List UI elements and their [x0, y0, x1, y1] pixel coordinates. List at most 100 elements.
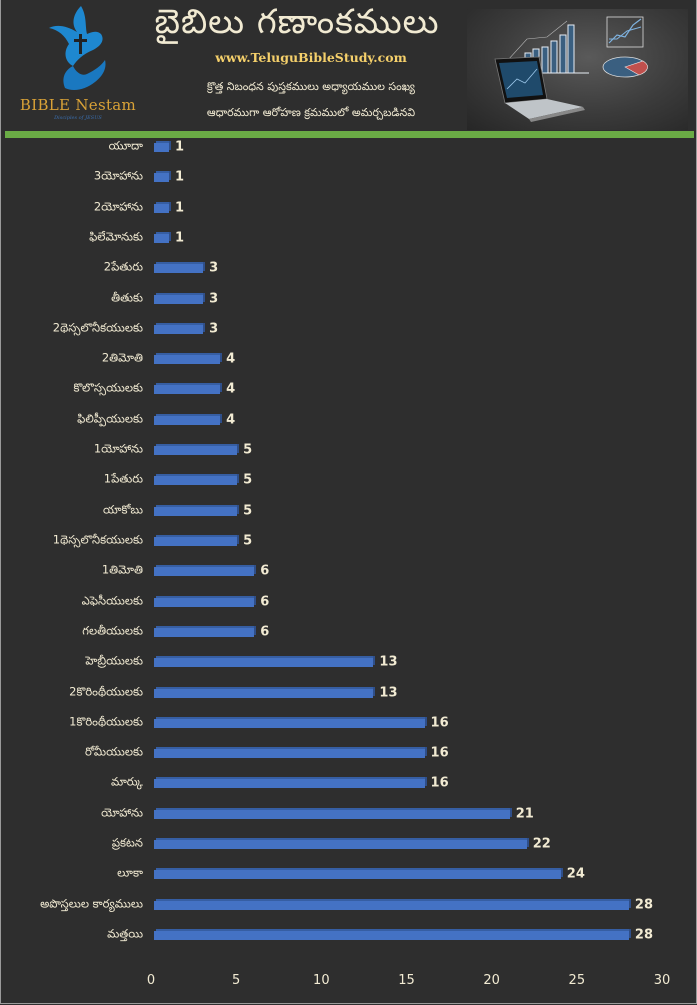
bar: [154, 141, 172, 152]
category-label: రోమీయులకు: [84, 744, 143, 759]
category-label: 2థెస్సలొనీకయులకు: [52, 320, 143, 335]
data-label: 21: [515, 806, 534, 822]
category-label: 1పేతురు: [103, 471, 143, 486]
laptop-charts-image: [467, 9, 688, 130]
bar: [154, 898, 631, 910]
category-label: 1కొరింథీయులకు: [69, 714, 143, 729]
bar: [154, 292, 206, 304]
bar: [154, 474, 240, 486]
category-label: మత్తయి: [107, 926, 143, 941]
data-label: 4: [226, 381, 236, 397]
bible-nestam-logo: BIBLE Nestam Disciples of JESUS: [11, 4, 141, 122]
bar: [154, 322, 206, 334]
category-label: 1తిమోతి: [101, 562, 143, 577]
data-label: 6: [260, 563, 270, 579]
data-label: 16: [430, 745, 449, 761]
category-label: హెబ్రీయులకు: [85, 653, 143, 668]
data-label: 3: [209, 291, 219, 307]
category-label: 2పేతురు: [103, 259, 143, 274]
x-tick-label: 15: [398, 973, 415, 988]
data-label: 4: [226, 412, 236, 428]
data-label: 16: [430, 775, 449, 791]
data-label: 6: [260, 624, 270, 640]
data-label: 22: [532, 836, 551, 852]
category-label: 1థెస్సలొనీకయులకు: [52, 532, 143, 547]
category-label: ఎఫెసీయులకు: [81, 593, 143, 608]
category-label: యాకోబు: [102, 502, 143, 517]
data-label: 16: [430, 715, 449, 731]
bar: [154, 353, 223, 365]
x-tick-label: 25: [568, 973, 586, 988]
bar: [154, 262, 206, 274]
data-label: 1: [175, 200, 185, 216]
category-label: 2తిమోతి: [101, 350, 143, 365]
logo-tagline: Disciples of JESUS: [54, 115, 102, 121]
bar: [154, 777, 427, 789]
bar: [154, 929, 631, 940]
data-label: 5: [243, 503, 253, 519]
x-tick-label: 30: [653, 973, 671, 988]
category-label: ఫిలేమోనుకు: [89, 229, 143, 244]
bar: [154, 413, 223, 425]
bar: [154, 838, 529, 850]
page-title: బైబిలు గణాంకములు: [154, 2, 440, 42]
dove-cross-hand-icon: [49, 6, 106, 90]
bar: [154, 444, 240, 456]
bar: [154, 504, 240, 516]
category-label: 3యోహాను: [93, 168, 143, 183]
category-label: యూదా: [108, 138, 143, 153]
x-tick-label: 0: [146, 973, 156, 988]
category-label: 2యోహాను: [93, 199, 143, 214]
category-label: 2కొరింథీయులకు: [69, 684, 143, 699]
bar: [154, 231, 172, 243]
bar: [154, 716, 427, 728]
category-label: గలతీయులకు: [82, 623, 143, 638]
category-label: మార్కు: [110, 774, 143, 789]
bar: [154, 656, 376, 668]
data-label: 1: [175, 230, 185, 246]
category-label: తీతుకు: [111, 290, 143, 305]
x-tick-label: 20: [483, 973, 500, 988]
bar: [154, 535, 240, 546]
x-tick-label: 5: [232, 973, 241, 988]
category-label: 1యోహాను: [93, 441, 143, 456]
data-label: 1: [175, 139, 185, 155]
category-label: ప్రకటన: [111, 835, 143, 850]
data-label: 28: [634, 897, 654, 913]
data-label: 24: [566, 866, 585, 882]
x-tick-label: 10: [313, 973, 330, 988]
category-label: ఫిలిప్పీయులకు: [77, 411, 143, 426]
bar: [154, 595, 257, 607]
bar: [154, 807, 512, 819]
data-label: 3: [209, 260, 219, 276]
bar: [154, 565, 257, 577]
data-label: 13: [379, 654, 398, 670]
category-label: కొలొస్సయులకు: [73, 380, 143, 395]
data-label: 6: [260, 594, 270, 610]
data-label: 1: [175, 169, 185, 185]
category-label: అపొస్తలుల కార్యములు: [40, 896, 143, 911]
subtitle-line-2: ఆధారముగా ఆరోహణ క్రమములో అమర్చబడినవి: [206, 106, 416, 119]
category-label: యోహాను: [101, 805, 143, 820]
data-label: 28: [634, 927, 654, 943]
bar: [154, 383, 223, 395]
bar: [154, 171, 172, 183]
data-label: 5: [243, 472, 253, 488]
bar: [154, 625, 257, 637]
green-divider: [5, 131, 694, 138]
subtitle-line-1: క్రొత్త నిబంధన పుస్తకములు అధ్యాయముల సంఖ్…: [207, 80, 415, 93]
data-label: 5: [243, 442, 253, 458]
bar: [154, 868, 563, 880]
data-label: 5: [243, 533, 253, 549]
laptop-charts-illustration-icon: [494, 16, 648, 122]
bar: [154, 686, 376, 698]
bar: [154, 201, 172, 213]
data-label: 4: [226, 351, 236, 367]
data-label: 3: [209, 321, 219, 337]
data-label: 13: [379, 685, 398, 701]
logo-name: BIBLE Nestam: [19, 96, 137, 114]
category-label: లూకా: [117, 865, 143, 880]
website-url: www.TeluguBibleStudy.com: [215, 50, 407, 65]
bar: [154, 747, 427, 759]
